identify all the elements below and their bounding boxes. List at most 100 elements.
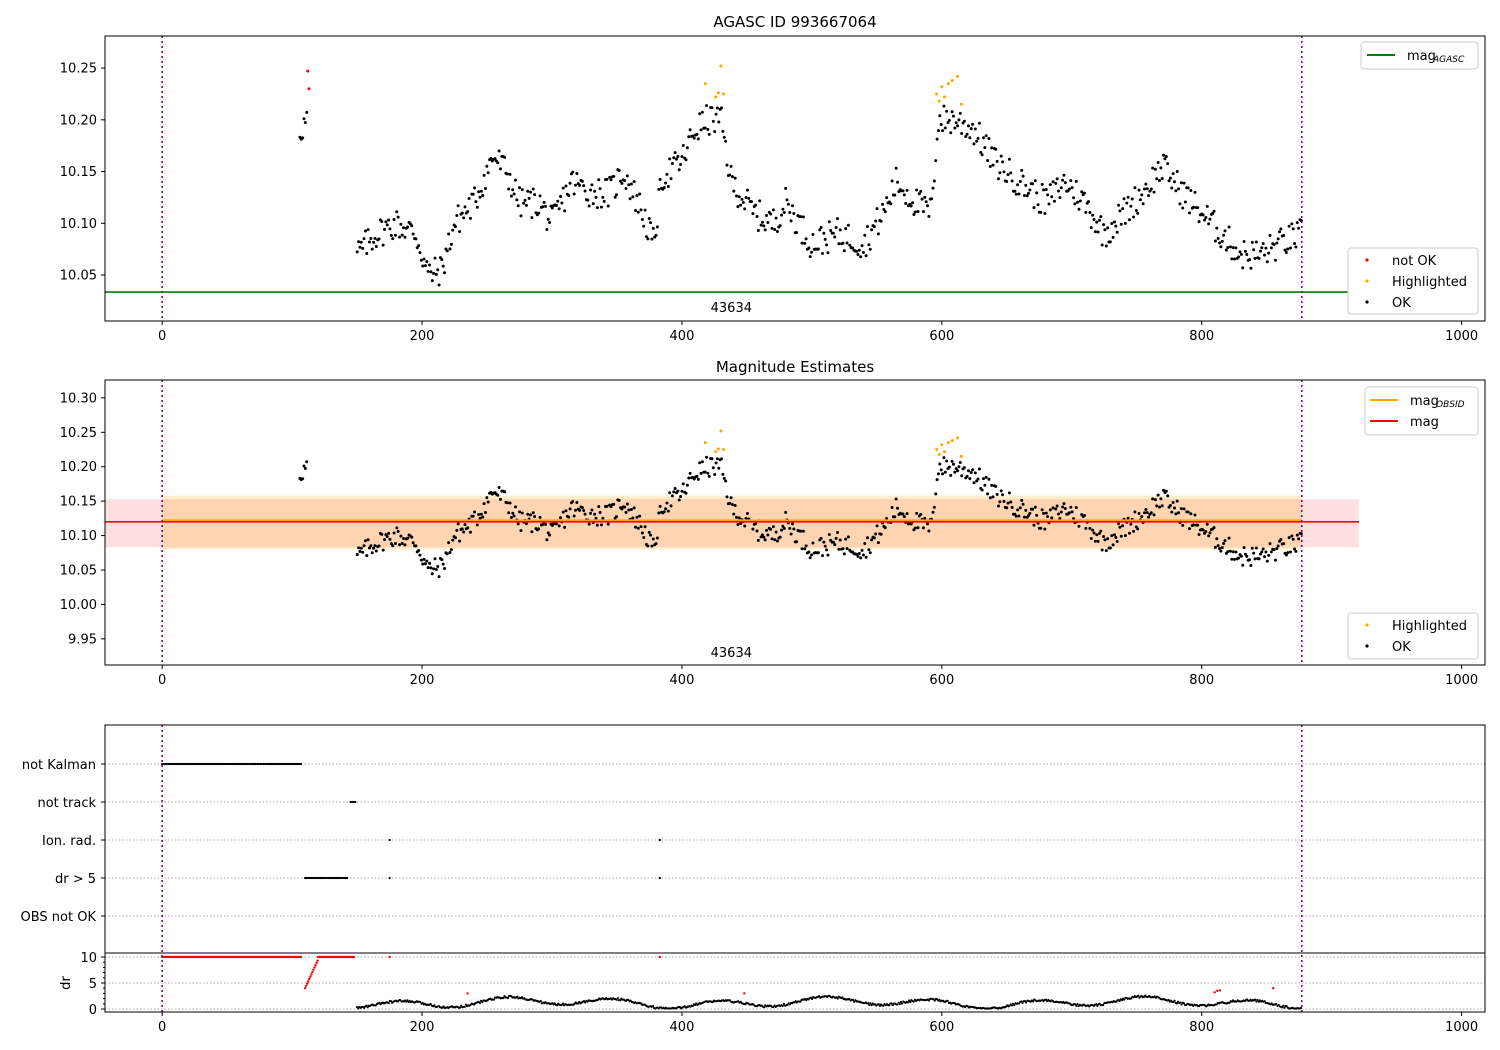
panel2-ok-point xyxy=(1040,508,1044,512)
panel1-ok-point xyxy=(972,142,976,146)
panel2-ytick-label: 10.15 xyxy=(60,495,97,510)
flag-point xyxy=(176,762,179,766)
panel1-ok-point xyxy=(493,157,497,161)
panel1-ok-point xyxy=(355,250,359,254)
panel2-ok-point xyxy=(605,504,609,508)
panel2-ok-point xyxy=(383,538,387,542)
panel2-ok-point xyxy=(732,512,736,516)
panel2-ok-point xyxy=(1250,546,1254,550)
flag-point xyxy=(232,762,236,766)
panel1-ok-point xyxy=(1040,182,1044,186)
panel2-ok-point xyxy=(1119,534,1123,538)
panel1-ok-point xyxy=(1168,176,1172,180)
panel2-ok-point xyxy=(1021,502,1025,506)
panel1-ok-point xyxy=(395,210,399,214)
panel1-ok-point xyxy=(589,188,593,192)
panel2-ok-point xyxy=(410,535,414,539)
panel1-not-ok-point xyxy=(306,69,310,73)
panel2-ok-point xyxy=(1265,559,1269,563)
panel2-ok-point xyxy=(1055,504,1059,508)
flag-point xyxy=(164,762,167,766)
panel1-ok-point xyxy=(676,154,680,158)
panel2-ok-point xyxy=(395,526,399,530)
panel2-ok-point xyxy=(398,543,402,547)
dr-ytick-label: 5 xyxy=(89,977,97,992)
panel2-ok-point xyxy=(1006,501,1010,505)
panel1-ok-point xyxy=(1020,168,1024,172)
panel1-ok-point xyxy=(780,213,784,217)
flag-point xyxy=(314,876,318,880)
dr-point xyxy=(1017,1002,1021,1005)
panel1-ok-point xyxy=(597,178,601,182)
panel1-ok-point xyxy=(462,216,466,220)
panel2-ok-point xyxy=(953,470,957,474)
panel1-ok-point xyxy=(1153,167,1157,171)
panel1-ok-point xyxy=(561,186,565,190)
panel2-ok-point xyxy=(919,512,923,516)
panel1-ok-point xyxy=(1033,179,1037,183)
panel2-ok-point xyxy=(800,547,804,551)
panel1-ok-point xyxy=(1145,187,1149,191)
panel2-ok-point xyxy=(811,541,815,545)
panel1-ok-point xyxy=(995,159,999,163)
panel1-ok-point xyxy=(883,210,887,214)
panel1-ok-point xyxy=(578,183,582,187)
panel1-ok-point xyxy=(909,204,913,208)
panel1-ok-point xyxy=(623,179,627,183)
panel2-ok-point xyxy=(302,464,306,468)
panel2-ok-point xyxy=(1279,537,1283,541)
panel2-ok-point xyxy=(984,475,988,479)
panel1-ok-point xyxy=(789,219,793,223)
panel2-ok-point xyxy=(680,489,684,493)
panel1-ok-point xyxy=(977,121,981,125)
panel1-ok-point xyxy=(523,198,527,202)
panel1-ok-point xyxy=(1231,246,1235,250)
flag-point xyxy=(313,876,316,880)
panel1-ok-point xyxy=(614,193,618,197)
panel1-ok-point xyxy=(508,172,512,176)
panel2-ytick-label: 9.95 xyxy=(68,632,97,647)
panel2-ok-point xyxy=(1050,516,1054,520)
panel2-ok-point xyxy=(654,542,658,546)
flag-point xyxy=(198,762,201,766)
panel1-ok-point xyxy=(625,174,629,178)
panel2-ok-point xyxy=(466,526,470,530)
panel2-ok-point xyxy=(649,533,653,537)
flag-point xyxy=(299,762,303,766)
panel2-ok-point xyxy=(355,553,359,557)
dr-point xyxy=(615,998,618,1001)
panel1-ok-point xyxy=(924,200,928,204)
panel1-ok-point xyxy=(608,175,612,179)
panel2-ok-point xyxy=(804,544,808,548)
dr-point xyxy=(1256,998,1259,1002)
panel2-ok-point xyxy=(995,492,999,496)
panel1-ok-point xyxy=(1147,194,1151,198)
panel2-ytick-label: 10.10 xyxy=(60,529,97,544)
panel1-ok-point xyxy=(1245,253,1249,257)
flag-point xyxy=(328,876,332,880)
panel1-ok-point xyxy=(679,163,683,167)
dr-point xyxy=(357,1007,360,1010)
panel1-ok-point xyxy=(1039,210,1043,214)
flag-label-dr-5: dr > 5 xyxy=(55,872,96,887)
panel1-ok-point xyxy=(763,228,767,232)
dr-point xyxy=(1254,998,1257,1001)
panel2-ok-point xyxy=(1072,517,1076,521)
dr-point xyxy=(711,1001,714,1004)
panel1-legend-bottom xyxy=(1347,247,1479,315)
panel2-ok-point xyxy=(771,525,775,529)
panel1-ok-point xyxy=(845,241,849,245)
panel1-ok-point xyxy=(406,225,410,229)
panel2-xtick-label: 800 xyxy=(1189,673,1214,688)
panel1-ok-point xyxy=(947,118,951,122)
panel1-ok-point xyxy=(1136,211,1140,215)
panel2-ok-point xyxy=(715,457,719,461)
panel1-ok-point xyxy=(392,217,396,221)
panel2-ok-point xyxy=(1245,554,1249,558)
panel2-ok-point xyxy=(751,527,755,531)
panel1-ok-point xyxy=(713,130,717,134)
panel1-ok-point xyxy=(729,164,733,168)
panel1-ok-point xyxy=(720,106,724,110)
panel1-ytick-label: 10.20 xyxy=(60,113,97,128)
flag-point xyxy=(354,800,357,804)
